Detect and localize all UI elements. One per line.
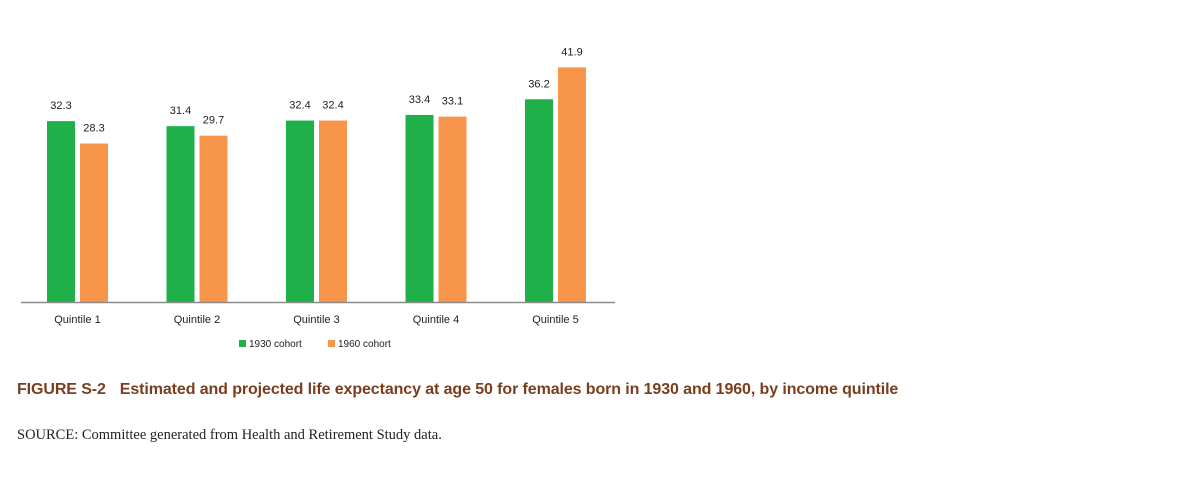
bar-1960-q1 [80, 143, 108, 302]
bar-1930-q4 [405, 114, 434, 303]
figure-caption: FIGURE S-2 Estimated and projected life e… [17, 381, 898, 399]
legend-label-1930: 1930 cohort [249, 339, 302, 350]
bar-1930-q2 [166, 126, 195, 302]
bar-1930-q5 [525, 99, 553, 302]
data-label-1960-q4: 33.1 [442, 96, 463, 108]
data-label-1960-q1: 28.3 [83, 123, 104, 135]
bar-1960-q3 [319, 120, 347, 302]
figure-title: Estimated and projected life expectancy … [119, 381, 899, 398]
legend-swatch-1960 [328, 340, 335, 347]
data-label-1930-q1: 32.3 [50, 100, 71, 112]
x-tick-label-q2: Quintile 2 [174, 314, 220, 326]
bar-1960-q4 [438, 116, 467, 302]
x-tick-label-q5: Quintile 5 [532, 314, 578, 326]
bar-1930-q1 [47, 121, 75, 303]
x-tick-label-q3: Quintile 3 [293, 314, 339, 326]
data-label-1930-q4: 33.4 [409, 94, 430, 106]
figure-number: FIGURE S-2 [17, 381, 106, 398]
data-label-1960-q2: 29.7 [203, 115, 224, 127]
data-label-1960-q5: 41.9 [561, 46, 582, 58]
x-tick-label-q4: Quintile 4 [413, 314, 459, 326]
bar-chart: 32.3 28.3 Quintile 1 31.4 29.7 Quintile 2 32.4… [21, 46, 615, 350]
legend-swatch-1930 [239, 340, 246, 347]
source-note: SOURCE: Committee generated from Health … [17, 427, 442, 443]
bar-1960-q2 [199, 135, 228, 302]
bar-1960-q5 [558, 67, 586, 302]
data-label-1960-q3: 32.4 [322, 100, 343, 112]
data-label-1930-q5: 36.2 [528, 78, 549, 90]
bar-1930-q3 [286, 120, 314, 302]
legend-label-1960: 1960 cohort [338, 339, 391, 350]
data-label-1930-q3: 32.4 [289, 100, 310, 112]
x-tick-label-q1: Quintile 1 [54, 314, 100, 326]
data-label-1930-q2: 31.4 [170, 105, 191, 117]
